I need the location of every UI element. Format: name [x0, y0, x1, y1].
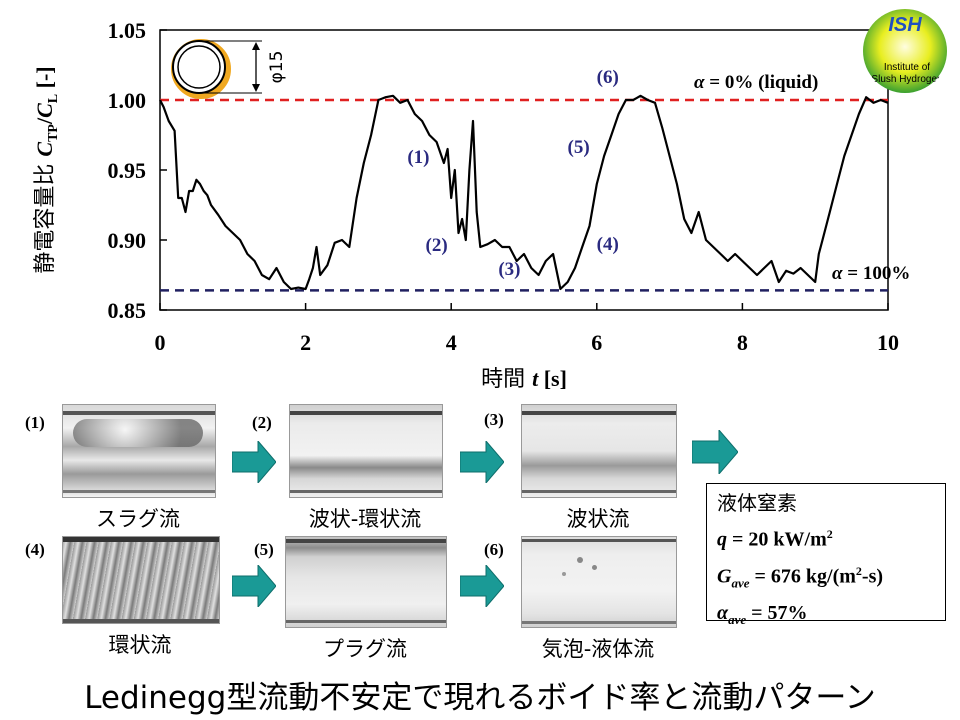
fluid-label: 液体窒素	[717, 491, 797, 515]
pattern-label-2: (2)	[252, 413, 272, 432]
x-tick-label: 2	[300, 330, 311, 355]
pattern-caption-6: 気泡-液体流	[541, 637, 655, 661]
svg-text:ISH: ISH	[888, 14, 922, 36]
liquid-line-label: α = 0% (liquid)	[694, 72, 818, 93]
wavy-annular-flow-photo	[289, 404, 443, 498]
pattern-caption-4: 環状流	[108, 633, 172, 657]
plug-flow-photo	[285, 536, 447, 628]
pattern-label-5: (5)	[254, 540, 274, 559]
pattern-caption-3: 波状流	[566, 507, 630, 531]
annular-flow-photo	[62, 536, 220, 624]
x-tick-label: 6	[591, 330, 602, 355]
svg-text:Slush Hydrogen: Slush Hydrogen	[871, 74, 942, 85]
chart-annotation: (3)	[498, 259, 520, 280]
pattern-label-6: (6)	[484, 540, 504, 559]
slug-flow-photo	[62, 404, 216, 498]
conditions-box: 液体窒素 q = 20 kW/m2 Gave = 676 kg/(m2-s) α…	[706, 483, 946, 627]
pattern-caption-1: スラグ流	[96, 507, 180, 531]
pattern-label-4: (4)	[25, 540, 45, 559]
chart-annotation: (2)	[426, 235, 448, 256]
arrow-right-icon	[692, 430, 738, 474]
y-tick-label: 0.90	[108, 228, 147, 253]
y-tick-label: 0.95	[108, 158, 147, 183]
y-tick-label: 0.85	[108, 298, 147, 323]
x-axis-label: 時間 t [s]	[481, 366, 567, 392]
pattern-caption-5: プラグ流	[323, 637, 407, 661]
chart-annotation: (6)	[597, 67, 619, 88]
arrow-right-icon	[460, 441, 504, 483]
chart-annotation: (4)	[597, 234, 619, 255]
pattern-label-1: (1)	[25, 413, 45, 432]
x-tick-label: 10	[877, 330, 899, 355]
pipe-diameter-label: φ15	[267, 51, 287, 84]
y-tick-label: 1.05	[108, 18, 147, 43]
ish-logo: ISH Institute of Slush Hydrogen	[863, 9, 947, 93]
svg-text:Institute of: Institute of	[884, 62, 930, 73]
bubbly-flow-photo	[521, 536, 677, 628]
arrow-right-icon	[232, 441, 276, 483]
heat-flux-label: q = 20 kW/m2	[717, 527, 833, 551]
chart-annotation: (1)	[407, 147, 429, 168]
x-tick-label: 8	[737, 330, 748, 355]
series-line	[159, 94, 889, 291]
y-axis-label: 静電容量比 CTP/CL [-]	[32, 66, 61, 273]
arrow-right-icon	[460, 565, 504, 607]
pattern-label-3: (3)	[484, 410, 504, 429]
chart-annotation: (5)	[568, 137, 590, 158]
pattern-caption-2: 波状-環状流	[308, 507, 422, 531]
wavy-flow-photo	[521, 404, 677, 498]
x-tick-label: 4	[446, 330, 457, 355]
slide-title: Ledinegg型流動不安定で現れるボイド率と流動パターン	[84, 680, 876, 716]
pipe-cross-section-inset: φ15	[171, 39, 287, 99]
void-fraction-label: αave = 57%	[717, 602, 808, 628]
y-tick-label: 1.00	[108, 88, 147, 113]
chart: 0 2 4 6 8 10 0.85 0.90 0.95 1.00 1.05 (1) (2) (3) (4)…	[32, 18, 910, 392]
vapor-line-label: α = 100%	[832, 263, 910, 284]
x-tick-label: 0	[155, 330, 166, 355]
mass-flux-label: Gave = 676 kg/(m2-s)	[717, 563, 884, 591]
arrow-right-icon	[232, 565, 276, 607]
